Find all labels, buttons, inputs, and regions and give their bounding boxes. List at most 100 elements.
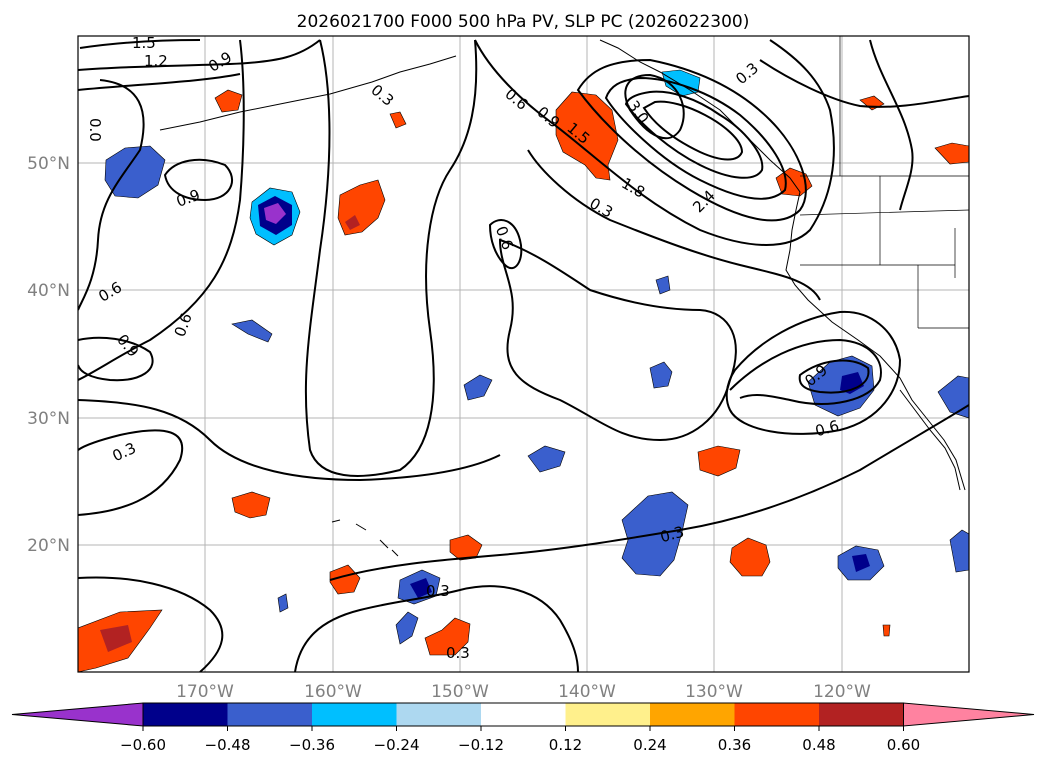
pv-negative-area — [395, 611, 419, 645]
colorbar-segment — [396, 703, 481, 726]
latitude-labels: 50°N 40°N 30°N 20°N — [27, 154, 70, 556]
colorbar-tick-label: −0.12 — [458, 736, 504, 754]
colorbar-tick-label: −0.36 — [289, 736, 335, 754]
colorbar-segment — [312, 703, 397, 726]
colorbar-segment — [143, 703, 228, 726]
pv-negative-core — [264, 203, 286, 224]
contour-line — [474, 39, 835, 246]
contour-line — [604, 76, 787, 200]
colorbar-tick-label: 0.24 — [633, 736, 666, 754]
pv-positive-area — [882, 624, 891, 637]
contour-line — [759, 59, 969, 108]
colorbar-extend-min — [11, 702, 144, 727]
colorbar-tick-label: −0.60 — [120, 736, 166, 754]
colorbar-tick-label: 0.48 — [802, 736, 835, 754]
pv-positive-area — [934, 142, 969, 165]
lat-label: 50°N — [27, 154, 70, 174]
pv-positive-core — [345, 215, 360, 230]
pv-negative-core — [840, 372, 864, 394]
lon-label: 170°W — [176, 682, 234, 702]
lon-label: 130°W — [685, 682, 743, 702]
colorbar-tick-label: −0.24 — [374, 736, 420, 754]
contour-line — [798, 359, 870, 394]
contour-line — [78, 429, 184, 516]
contour-line — [624, 73, 685, 140]
pv-positive-core — [100, 625, 132, 652]
contour-line — [78, 39, 321, 71]
lat-label: 30°N — [27, 409, 70, 429]
contour-line — [294, 585, 579, 672]
pv-negative-area — [104, 145, 166, 199]
contour-line — [488, 219, 523, 270]
contour-line — [163, 158, 234, 202]
pv-negative-core — [410, 578, 432, 598]
pv-shading — [78, 69, 969, 672]
contour-label: 0.3 — [658, 523, 686, 547]
contour-line — [78, 576, 224, 672]
colorbar-segment — [819, 703, 904, 726]
pv-positive-area — [729, 537, 771, 577]
pv-negative-area — [937, 375, 969, 419]
us-borders — [799, 36, 969, 329]
colorbar-tick-label: −0.48 — [205, 736, 251, 754]
contour-line — [624, 90, 764, 179]
contour-line — [642, 100, 744, 161]
colorbar-outline — [142, 702, 904, 727]
contour-label: 0.3 — [426, 582, 450, 600]
colorbar-segment — [650, 703, 735, 726]
contour-line — [78, 336, 154, 382]
contour-line — [78, 79, 145, 311]
longitude-labels: 170°W 160°W 150°W 140°W 130°W 120°W — [176, 682, 871, 702]
pv-positive-area — [389, 111, 407, 129]
pv-positive-area — [697, 445, 741, 477]
lat-label: 20°N — [27, 536, 70, 556]
north-american-coast — [599, 39, 966, 491]
colorbar-tick-label: 0.60 — [887, 736, 920, 754]
pv-positive-area — [214, 89, 243, 113]
colorbar-segment — [227, 703, 312, 726]
contour-line — [725, 310, 902, 435]
contour-line — [78, 399, 501, 482]
colorbar-tick-label: 0.12 — [549, 736, 582, 754]
hawaii-islands — [331, 519, 399, 557]
colorbar-segment — [565, 703, 650, 726]
colorbar-segment — [734, 703, 819, 726]
graticule — [78, 36, 969, 672]
contour-line — [729, 338, 882, 405]
lon-label: 120°W — [813, 682, 871, 702]
contour-line — [329, 404, 969, 581]
contour-line — [78, 39, 245, 381]
pv-negative-area — [277, 593, 289, 613]
pv-negative-area — [463, 374, 493, 401]
contour-label: 0.3 — [446, 644, 470, 662]
pv-negative-area — [527, 445, 566, 473]
contour-line — [304, 39, 478, 477]
contour-line — [498, 238, 737, 442]
lat-label: 40°N — [27, 281, 70, 301]
contour-line — [78, 73, 241, 91]
pv-negative-area — [949, 529, 969, 573]
slp-contours — [78, 39, 969, 672]
map-title: 2026021700 F000 500 hPa PV, SLP PC (2026… — [297, 12, 750, 32]
map-frame — [77, 35, 970, 673]
contour-label: 0.6 — [813, 417, 841, 441]
contour-label: 1.5 — [132, 34, 156, 52]
pv-positive-area — [555, 91, 619, 181]
pv-positive-area — [231, 491, 271, 519]
map-area: 1.5 1.2 0.9 0.3 0.6 0.9 1.5 3.0 1.8 2.4 … — [78, 34, 969, 672]
contour-line — [527, 149, 821, 301]
pv-negative-area — [655, 275, 671, 295]
pv-positive-area — [424, 617, 471, 656]
colorbar-tick-label: 0.36 — [718, 736, 751, 754]
contour-line — [79, 39, 201, 49]
baja-coast — [899, 389, 961, 491]
lon-label: 160°W — [304, 682, 362, 702]
lon-label: 140°W — [558, 682, 616, 702]
pv-positive-area — [329, 564, 361, 595]
colorbar-extend-max — [903, 702, 1035, 727]
pv-negative-area — [231, 319, 273, 343]
colorbar-segment — [481, 703, 566, 726]
lon-label: 150°W — [431, 682, 489, 702]
contour-label: 1.2 — [144, 52, 168, 70]
contour-line — [576, 58, 807, 222]
